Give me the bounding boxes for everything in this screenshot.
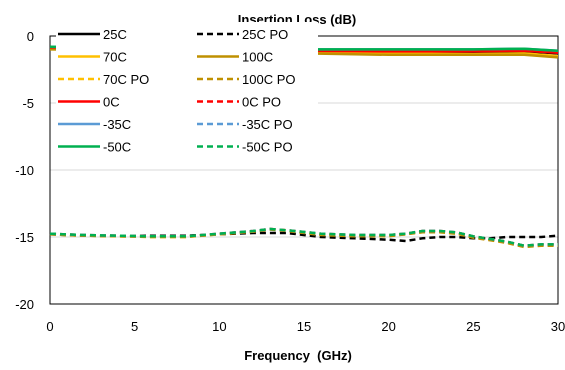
legend-label: -35C [103, 117, 131, 132]
legend-label: 70C [103, 50, 127, 65]
x-tick-label: 5 [131, 319, 138, 334]
legend-label: 100C PO [242, 72, 295, 87]
y-tick-label: 0 [27, 29, 34, 44]
legend-label: 0C PO [242, 95, 281, 110]
legend: 25C 25C PO 70C 100C 70C PO 100C PO 0C 0C PO -35C… [58, 27, 295, 155]
x-axis-label: Frequency (GHz) [244, 348, 352, 363]
x-tick-label: 10 [212, 319, 226, 334]
legend-label: -50C PO [242, 140, 293, 155]
axes: 0 -5 -10 -15 -20 0 5 10 15 20 25 30 [15, 29, 565, 334]
y-tick-label: -15 [15, 230, 34, 245]
legend-label: 25C PO [242, 27, 288, 42]
y-tick-label: -20 [15, 297, 34, 312]
legend-background [56, 22, 318, 163]
x-tick-label: 0 [46, 319, 53, 334]
series-line [49, 228, 558, 249]
legend-label: 25C [103, 27, 127, 42]
y-tick-label: -10 [15, 163, 34, 178]
legend-label: -50C [103, 140, 131, 155]
y-tick-label: -5 [22, 96, 34, 111]
legend-label: 70C PO [103, 72, 149, 87]
legend-label: 0C [103, 95, 120, 110]
legend-label: -35C PO [242, 117, 293, 132]
x-tick-label: 25 [466, 319, 480, 334]
series-line [49, 227, 558, 247]
legend-label: 100C [242, 50, 273, 65]
x-tick-label: 30 [551, 319, 565, 334]
x-tick-label: 20 [381, 319, 395, 334]
x-tick-label: 15 [297, 319, 311, 334]
